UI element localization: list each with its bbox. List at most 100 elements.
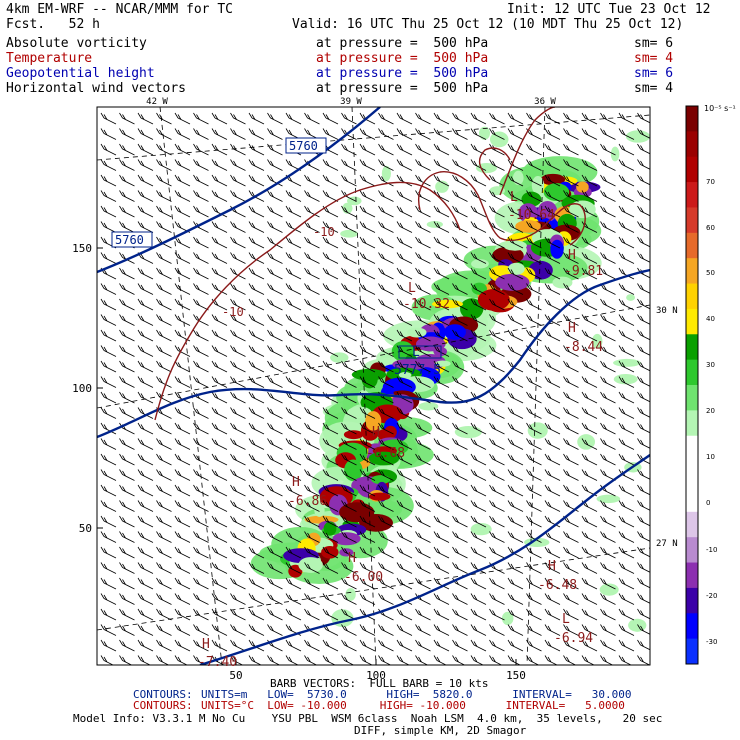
extremum-high-686: H -6.86 <box>288 475 327 509</box>
wind-barb <box>470 205 487 218</box>
vorticity-cell <box>343 430 364 440</box>
lon-label-42w: 42 W <box>146 97 168 107</box>
wind-barb <box>285 484 302 497</box>
wind-barb <box>489 407 505 419</box>
wind-barb <box>119 515 135 528</box>
wind-barb <box>248 608 265 621</box>
wind-barb <box>581 252 598 264</box>
wind-barb <box>378 267 394 280</box>
wind-barb <box>433 655 447 665</box>
wind-barb <box>267 531 283 543</box>
wind-barb <box>637 639 650 651</box>
wind-barb <box>322 438 339 450</box>
wind-barb <box>489 298 505 311</box>
wind-barb <box>396 236 413 249</box>
wind-barb <box>341 314 357 326</box>
wind-barb <box>581 143 598 156</box>
wind-barb <box>156 267 172 280</box>
wind-barb <box>563 407 579 419</box>
wind-barb <box>637 407 650 418</box>
wind-barb <box>507 639 524 652</box>
wind-barb <box>396 422 413 435</box>
vorticity-cell <box>524 537 550 547</box>
wind-barb <box>304 500 320 512</box>
wind-barb <box>415 112 431 125</box>
wind-barb <box>415 546 431 559</box>
wind-barb <box>378 484 394 497</box>
wind-barb <box>618 360 635 373</box>
wind-barb <box>248 577 265 590</box>
wind-barb <box>156 345 172 357</box>
wind-barb <box>600 515 616 528</box>
wind-barb <box>304 360 320 373</box>
map-frame <box>96 106 651 666</box>
wind-barb <box>470 174 487 187</box>
wind-barb <box>544 593 561 605</box>
wind-barb <box>193 624 209 636</box>
wind-barb <box>100 174 117 187</box>
wind-barb <box>581 655 595 665</box>
wind-barb <box>137 484 154 497</box>
wind-barb <box>415 267 431 280</box>
wind-barb <box>470 422 487 435</box>
wind-barb <box>396 438 413 450</box>
wind-barb <box>452 345 468 357</box>
vorticity-cell <box>626 294 636 301</box>
wind-barb <box>396 500 413 512</box>
wind-barb <box>470 143 487 156</box>
wind-barb <box>119 593 135 605</box>
wind-barb <box>618 205 635 218</box>
wind-barb <box>563 593 579 605</box>
wind-barb <box>137 329 154 342</box>
wind-barb <box>452 221 468 233</box>
wind-barb <box>137 190 154 202</box>
wind-barb <box>304 515 320 528</box>
wind-barb <box>600 128 616 140</box>
vorticity-cell <box>443 324 466 340</box>
wind-barb <box>248 593 265 605</box>
wind-barb <box>248 252 265 264</box>
wind-barb <box>267 205 283 218</box>
wind-barb <box>285 624 302 636</box>
wind-barb <box>248 298 265 311</box>
wind-barb <box>100 190 117 202</box>
wind-barb <box>637 236 650 248</box>
vorticity-cell <box>610 146 620 162</box>
wind-barb <box>637 391 650 403</box>
wind-barb <box>137 593 154 605</box>
wind-barb <box>581 267 598 280</box>
wind-barb <box>359 515 376 528</box>
wind-barb <box>174 639 191 652</box>
wind-barb <box>174 469 191 481</box>
wind-barb <box>618 608 635 621</box>
wind-barb <box>618 422 635 435</box>
wind-barb <box>341 236 357 249</box>
wind-barb <box>267 329 283 342</box>
wind-barb <box>248 624 265 636</box>
wind-barb <box>415 221 431 233</box>
wind-barb <box>359 159 376 171</box>
wind-barb <box>137 391 154 404</box>
wind-barb <box>415 562 431 574</box>
wind-barb <box>119 407 135 419</box>
wind-barb <box>341 360 357 373</box>
wind-barb <box>563 422 579 435</box>
wind-barb <box>507 345 524 357</box>
wind-barb <box>581 422 598 435</box>
wind-barb <box>119 360 135 373</box>
temp-label-minus10-b: -10 <box>222 305 244 319</box>
wind-barb <box>433 453 450 466</box>
wind-barb <box>507 252 524 264</box>
wind-barb <box>452 252 468 264</box>
wind-barb <box>137 205 154 218</box>
vorticity-cell <box>340 229 358 238</box>
wind-barb <box>304 562 320 574</box>
wind-barb <box>618 531 635 543</box>
wind-barb <box>119 252 135 264</box>
wind-barb <box>637 221 650 232</box>
wind-barb <box>137 608 154 621</box>
wind-barb <box>600 453 616 466</box>
wind-barb <box>470 314 487 326</box>
wind-barb <box>415 298 431 311</box>
colorbar-swatch <box>686 182 698 208</box>
